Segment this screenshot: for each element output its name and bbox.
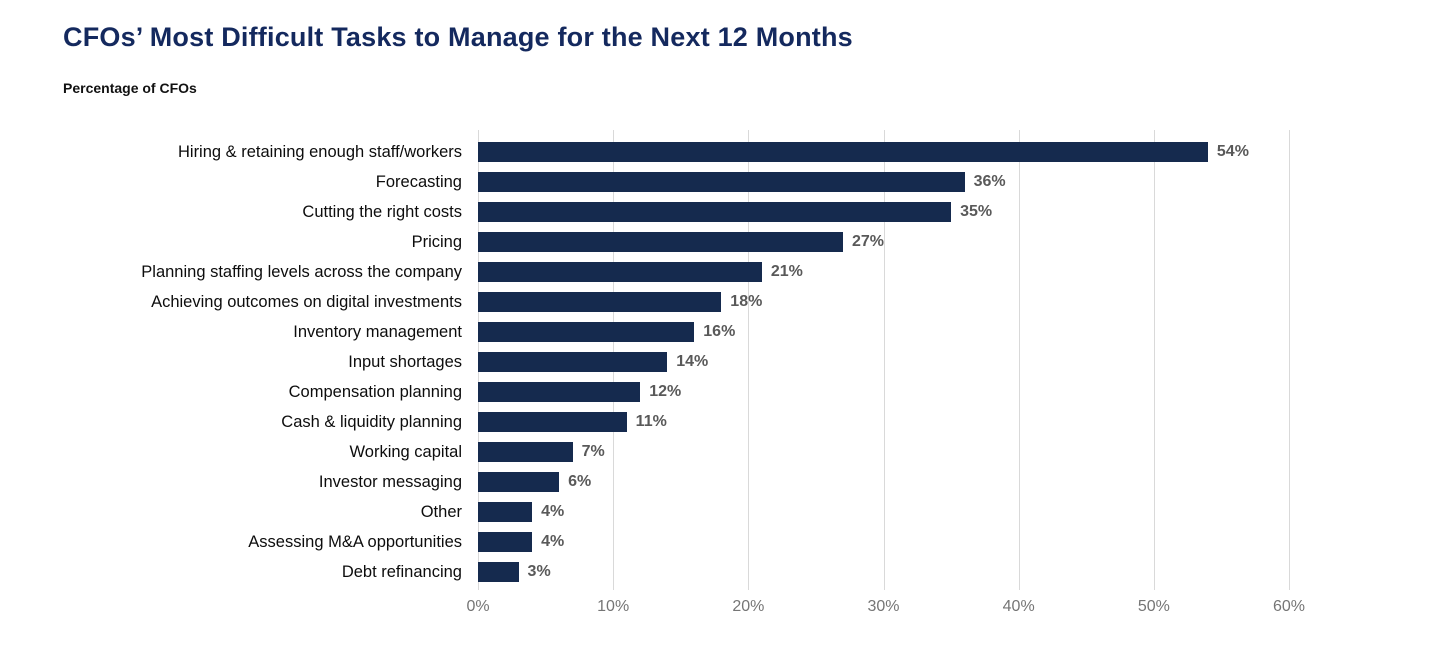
bar-track: 36%: [478, 167, 1289, 197]
value-label: 12%: [649, 383, 682, 400]
value-label: 35%: [960, 203, 993, 220]
value-label: 7%: [581, 443, 605, 460]
chart-row: Other 4%: [63, 497, 1408, 527]
bar-track: 4%: [478, 497, 1289, 527]
bar-track: 35%: [478, 197, 1289, 227]
bar: [478, 562, 519, 582]
bar: [478, 142, 1208, 162]
category-label: Planning staffing levels across the comp…: [141, 262, 462, 281]
bar: [478, 442, 573, 462]
value-label: 14%: [676, 353, 709, 370]
value-label: 4%: [541, 533, 565, 550]
bar: [478, 502, 533, 522]
bar: [478, 202, 952, 222]
bar-track: 21%: [478, 257, 1289, 287]
gridline: [1018, 130, 1020, 590]
gridline: [748, 130, 750, 590]
category-label: Hiring & retaining enough staff/workers: [177, 142, 462, 161]
x-tick-label: 50%: [1137, 598, 1170, 615]
chart-row: Planning staffing levels across the comp…: [63, 257, 1408, 287]
bar: [478, 262, 762, 282]
gridline: [1153, 130, 1155, 590]
value-label: 54%: [1216, 143, 1249, 160]
bar: [478, 232, 843, 252]
bar-track: 14%: [478, 347, 1289, 377]
bar: [478, 532, 533, 552]
page-title: CFOs’ Most Difficult Tasks to Manage for…: [63, 22, 853, 52]
value-label: 6%: [568, 473, 592, 490]
x-tick-label: 60%: [1272, 598, 1306, 615]
category-label: Input shortages: [348, 352, 462, 371]
value-label: 3%: [527, 563, 551, 580]
value-label: 21%: [770, 263, 803, 280]
category-label: Forecasting: [375, 172, 462, 191]
category-label: Inventory management: [293, 322, 462, 341]
x-tick-label: 30%: [867, 598, 900, 615]
chart-row: Cash & liquidity planning 11%: [63, 407, 1408, 437]
value-label: 27%: [851, 233, 884, 250]
bar: [478, 472, 560, 492]
bar-track: 16%: [478, 317, 1289, 347]
x-tick-label: 20%: [732, 598, 765, 615]
x-axis: 0% 10% 20% 30% 40% 50% 60%: [466, 598, 1305, 622]
x-tick-label: 0%: [466, 598, 490, 615]
bar-track: 54%: [478, 137, 1289, 167]
gridline: [883, 130, 885, 590]
bar: [478, 322, 695, 342]
chart-row: Cutting the right costs 35%: [63, 197, 1408, 227]
chart-row: Investor messaging 6%: [63, 467, 1408, 497]
value-label: 36%: [973, 173, 1006, 190]
bar-track: 6%: [478, 467, 1289, 497]
category-label: Compensation planning: [288, 382, 462, 401]
bar-track: 3%: [478, 557, 1289, 587]
chart-row: Pricing 27%: [63, 227, 1408, 257]
gridline: [1289, 130, 1290, 590]
value-label: 4%: [541, 503, 565, 520]
category-label: Investor messaging: [318, 472, 462, 491]
chart-subtitle: Percentage of CFOs: [63, 80, 197, 96]
category-label: Cutting the right costs: [302, 202, 462, 221]
value-label: 18%: [730, 293, 763, 310]
category-label: Working capital: [349, 442, 463, 461]
bar-track: 18%: [478, 287, 1289, 317]
bar-track: 11%: [478, 407, 1289, 437]
chart-row: Hiring & retaining enough staff/workers 5…: [63, 137, 1408, 167]
bar: [478, 412, 627, 432]
bar-chart: Hiring & retaining enough staff/workers 5…: [63, 130, 1408, 630]
bar: [478, 382, 641, 402]
x-tick-label: 40%: [1002, 598, 1035, 615]
bar: [478, 172, 965, 192]
bar-track: 4%: [478, 527, 1289, 557]
category-label: Pricing: [411, 232, 462, 251]
chart-row: Working capital 7%: [63, 437, 1408, 467]
category-label: Other: [420, 502, 462, 521]
chart-rows: Hiring & retaining enough staff/workers 5…: [63, 137, 1408, 587]
chart-row: Forecasting 36%: [63, 167, 1408, 197]
bar-track: 27%: [478, 227, 1289, 257]
chart-row: Achieving outcomes on digital investment…: [63, 287, 1408, 317]
value-label: 11%: [635, 413, 667, 430]
bar-track: 12%: [478, 377, 1289, 407]
chart-row: Assessing M&A opportunities 4%: [63, 527, 1408, 557]
category-label: Achieving outcomes on digital investment…: [151, 292, 462, 311]
value-label: 16%: [703, 323, 736, 340]
chart-row: Compensation planning 12%: [63, 377, 1408, 407]
chart-row: Input shortages 14%: [63, 347, 1408, 377]
category-label: Assessing M&A opportunities: [248, 532, 462, 551]
category-label: Debt refinancing: [341, 562, 462, 581]
bar-track: 7%: [478, 437, 1289, 467]
chart-row: Inventory management 16%: [63, 317, 1408, 347]
category-label: Cash & liquidity planning: [281, 412, 462, 431]
x-tick-label: 10%: [597, 598, 630, 615]
bar: [478, 292, 722, 312]
bar: [478, 352, 668, 372]
chart-row: Debt refinancing 3%: [63, 557, 1408, 587]
